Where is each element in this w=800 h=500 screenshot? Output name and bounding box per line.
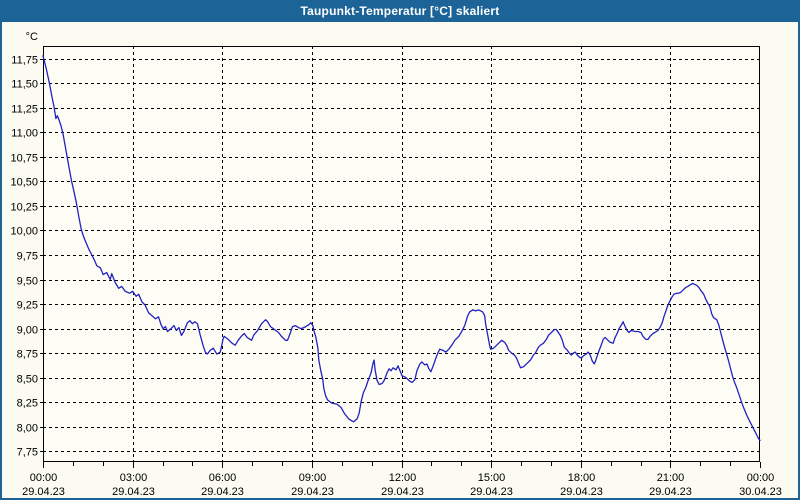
x-tick-time-label: 09:00 bbox=[299, 472, 327, 484]
y-tick-label: 11,75 bbox=[11, 55, 38, 67]
x-tick-time-label: 06:00 bbox=[209, 472, 237, 484]
y-tick-label: 11,25 bbox=[11, 104, 38, 116]
y-tick-label: 8,75 bbox=[17, 349, 38, 361]
x-tick-time-label: 00:00 bbox=[747, 472, 775, 484]
x-tick-time-label: 15:00 bbox=[478, 472, 506, 484]
title-bar: Taupunkt-Temperatur [°C] skaliert bbox=[0, 0, 800, 22]
x-tick-date-label: 29.04.23 bbox=[649, 486, 692, 498]
x-tick-date-label: 29.04.23 bbox=[22, 486, 65, 498]
y-tick-label: 10,00 bbox=[10, 226, 38, 238]
dewpoint-line-chart: 11,75 11,50 11,25 11,00 10,75 10,50 10,25 10,00… bbox=[10, 31, 782, 498]
y-tick-label: 11,50 bbox=[11, 79, 38, 91]
x-tick-date-label: 29.04.23 bbox=[470, 486, 513, 498]
y-tick-label: 9,50 bbox=[17, 276, 38, 288]
y-tick-label: 9,75 bbox=[17, 251, 38, 263]
x-tick-time-label: 21:00 bbox=[657, 472, 685, 484]
chart-content-area: 11,75 11,50 11,25 11,00 10,75 10,50 10,25 10,00… bbox=[2, 22, 798, 498]
chart-title: Taupunkt-Temperatur [°C] skaliert bbox=[300, 4, 500, 18]
y-axis-unit-label: °C bbox=[26, 31, 38, 43]
x-tick-date-label: 29.04.23 bbox=[381, 486, 424, 498]
y-tick-label: 9,25 bbox=[17, 300, 38, 312]
plot-area bbox=[43, 46, 760, 462]
x-tick-time-label: 18:00 bbox=[568, 472, 596, 484]
y-tick-label: 8,00 bbox=[17, 423, 38, 435]
x-tick-date-label: 29.04.23 bbox=[291, 486, 334, 498]
x-axis-labels: 00:00 29.04.23 03:00 29.04.23 06:00 29.04.23 0… bbox=[22, 472, 782, 498]
x-tick-date-label: 30.04.23 bbox=[739, 486, 782, 498]
x-tick-date-label: 29.04.23 bbox=[560, 486, 603, 498]
y-tick-label: 8,25 bbox=[17, 398, 38, 410]
x-tick-time-label: 00:00 bbox=[30, 472, 58, 484]
x-tick-time-label: 03:00 bbox=[120, 472, 148, 484]
y-tick-label: 10,25 bbox=[10, 202, 38, 214]
y-tick-label: 10,75 bbox=[10, 153, 38, 165]
y-tick-label: 7,75 bbox=[17, 447, 38, 459]
series-line-dewpoint bbox=[42, 55, 761, 442]
y-tick-label: 11,00 bbox=[11, 128, 38, 140]
x-tick-time-label: 12:00 bbox=[389, 472, 417, 484]
x-tick-date-label: 29.04.23 bbox=[112, 486, 155, 498]
y-tick-label: 9,00 bbox=[17, 325, 38, 337]
axis-ticks bbox=[40, 59, 761, 468]
y-tick-label: 8,50 bbox=[17, 374, 38, 386]
plot-border bbox=[43, 46, 760, 462]
y-axis-labels: 11,75 11,50 11,25 11,00 10,75 10,50 10,25 10,00… bbox=[10, 31, 38, 459]
x-tick-date-label: 29.04.23 bbox=[201, 486, 244, 498]
y-tick-label: 10,50 bbox=[10, 177, 38, 189]
